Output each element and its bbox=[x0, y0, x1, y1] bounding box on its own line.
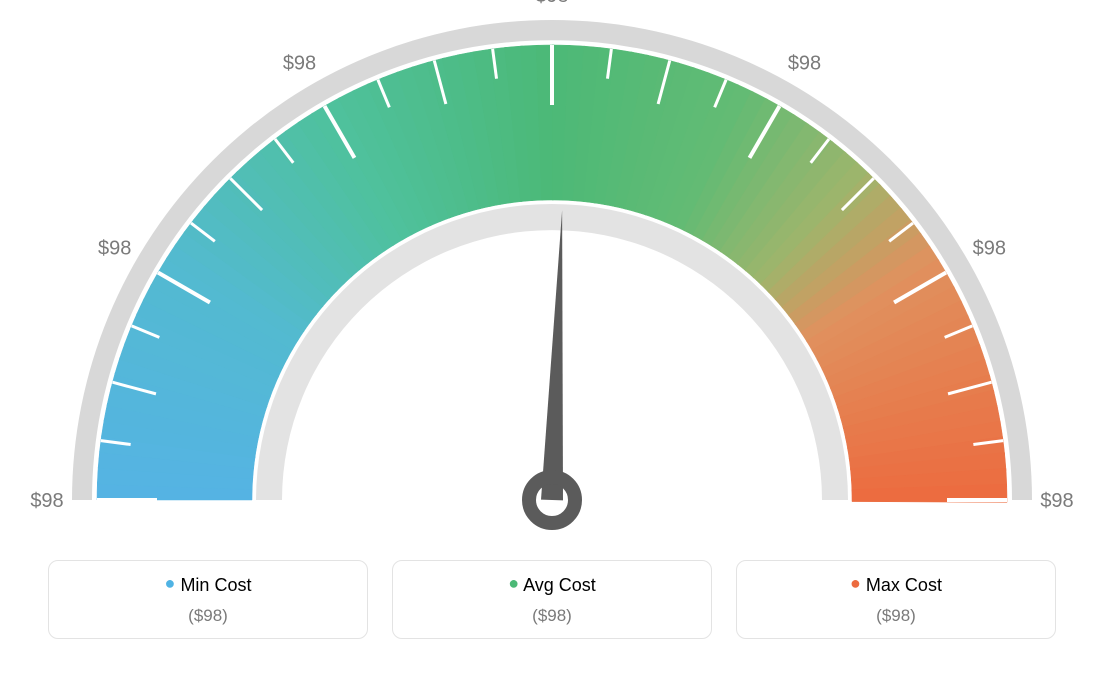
gauge-tick-label: $98 bbox=[973, 238, 1006, 260]
gauge-tick-label: $98 bbox=[1040, 490, 1073, 512]
legend-value-max: ($98) bbox=[737, 606, 1055, 626]
legend-label-min: ● Min Cost bbox=[49, 575, 367, 596]
legend-card-min: ● Min Cost ($98) bbox=[48, 560, 368, 639]
gauge-tick-label: $98 bbox=[30, 490, 63, 512]
legend-value-avg: ($98) bbox=[393, 606, 711, 626]
gauge-needle bbox=[541, 210, 563, 500]
legend-label-max: ● Max Cost bbox=[737, 575, 1055, 596]
legend-label-text: Max Cost bbox=[866, 575, 942, 595]
dot-icon: ● bbox=[165, 573, 176, 593]
legend-label-text: Avg Cost bbox=[523, 575, 596, 595]
legend-card-max: ● Max Cost ($98) bbox=[736, 560, 1056, 639]
legend-label-text: Min Cost bbox=[180, 575, 251, 595]
legend-card-avg: ● Avg Cost ($98) bbox=[392, 560, 712, 639]
gauge-tick-label: $98 bbox=[535, 0, 568, 7]
gauge-tick-label: $98 bbox=[98, 238, 131, 260]
legend-value-min: ($98) bbox=[49, 606, 367, 626]
legend-row: ● Min Cost ($98) ● Avg Cost ($98) ● Max … bbox=[0, 560, 1104, 639]
gauge-chart: $98 $98 $98 $98 $98 $98 $98 bbox=[0, 0, 1104, 560]
gauge-tick-label: $98 bbox=[283, 53, 316, 75]
gauge-tick-label: $98 bbox=[788, 53, 821, 75]
dot-icon: ● bbox=[508, 573, 519, 593]
legend-label-avg: ● Avg Cost bbox=[393, 575, 711, 596]
dot-icon: ● bbox=[850, 573, 861, 593]
